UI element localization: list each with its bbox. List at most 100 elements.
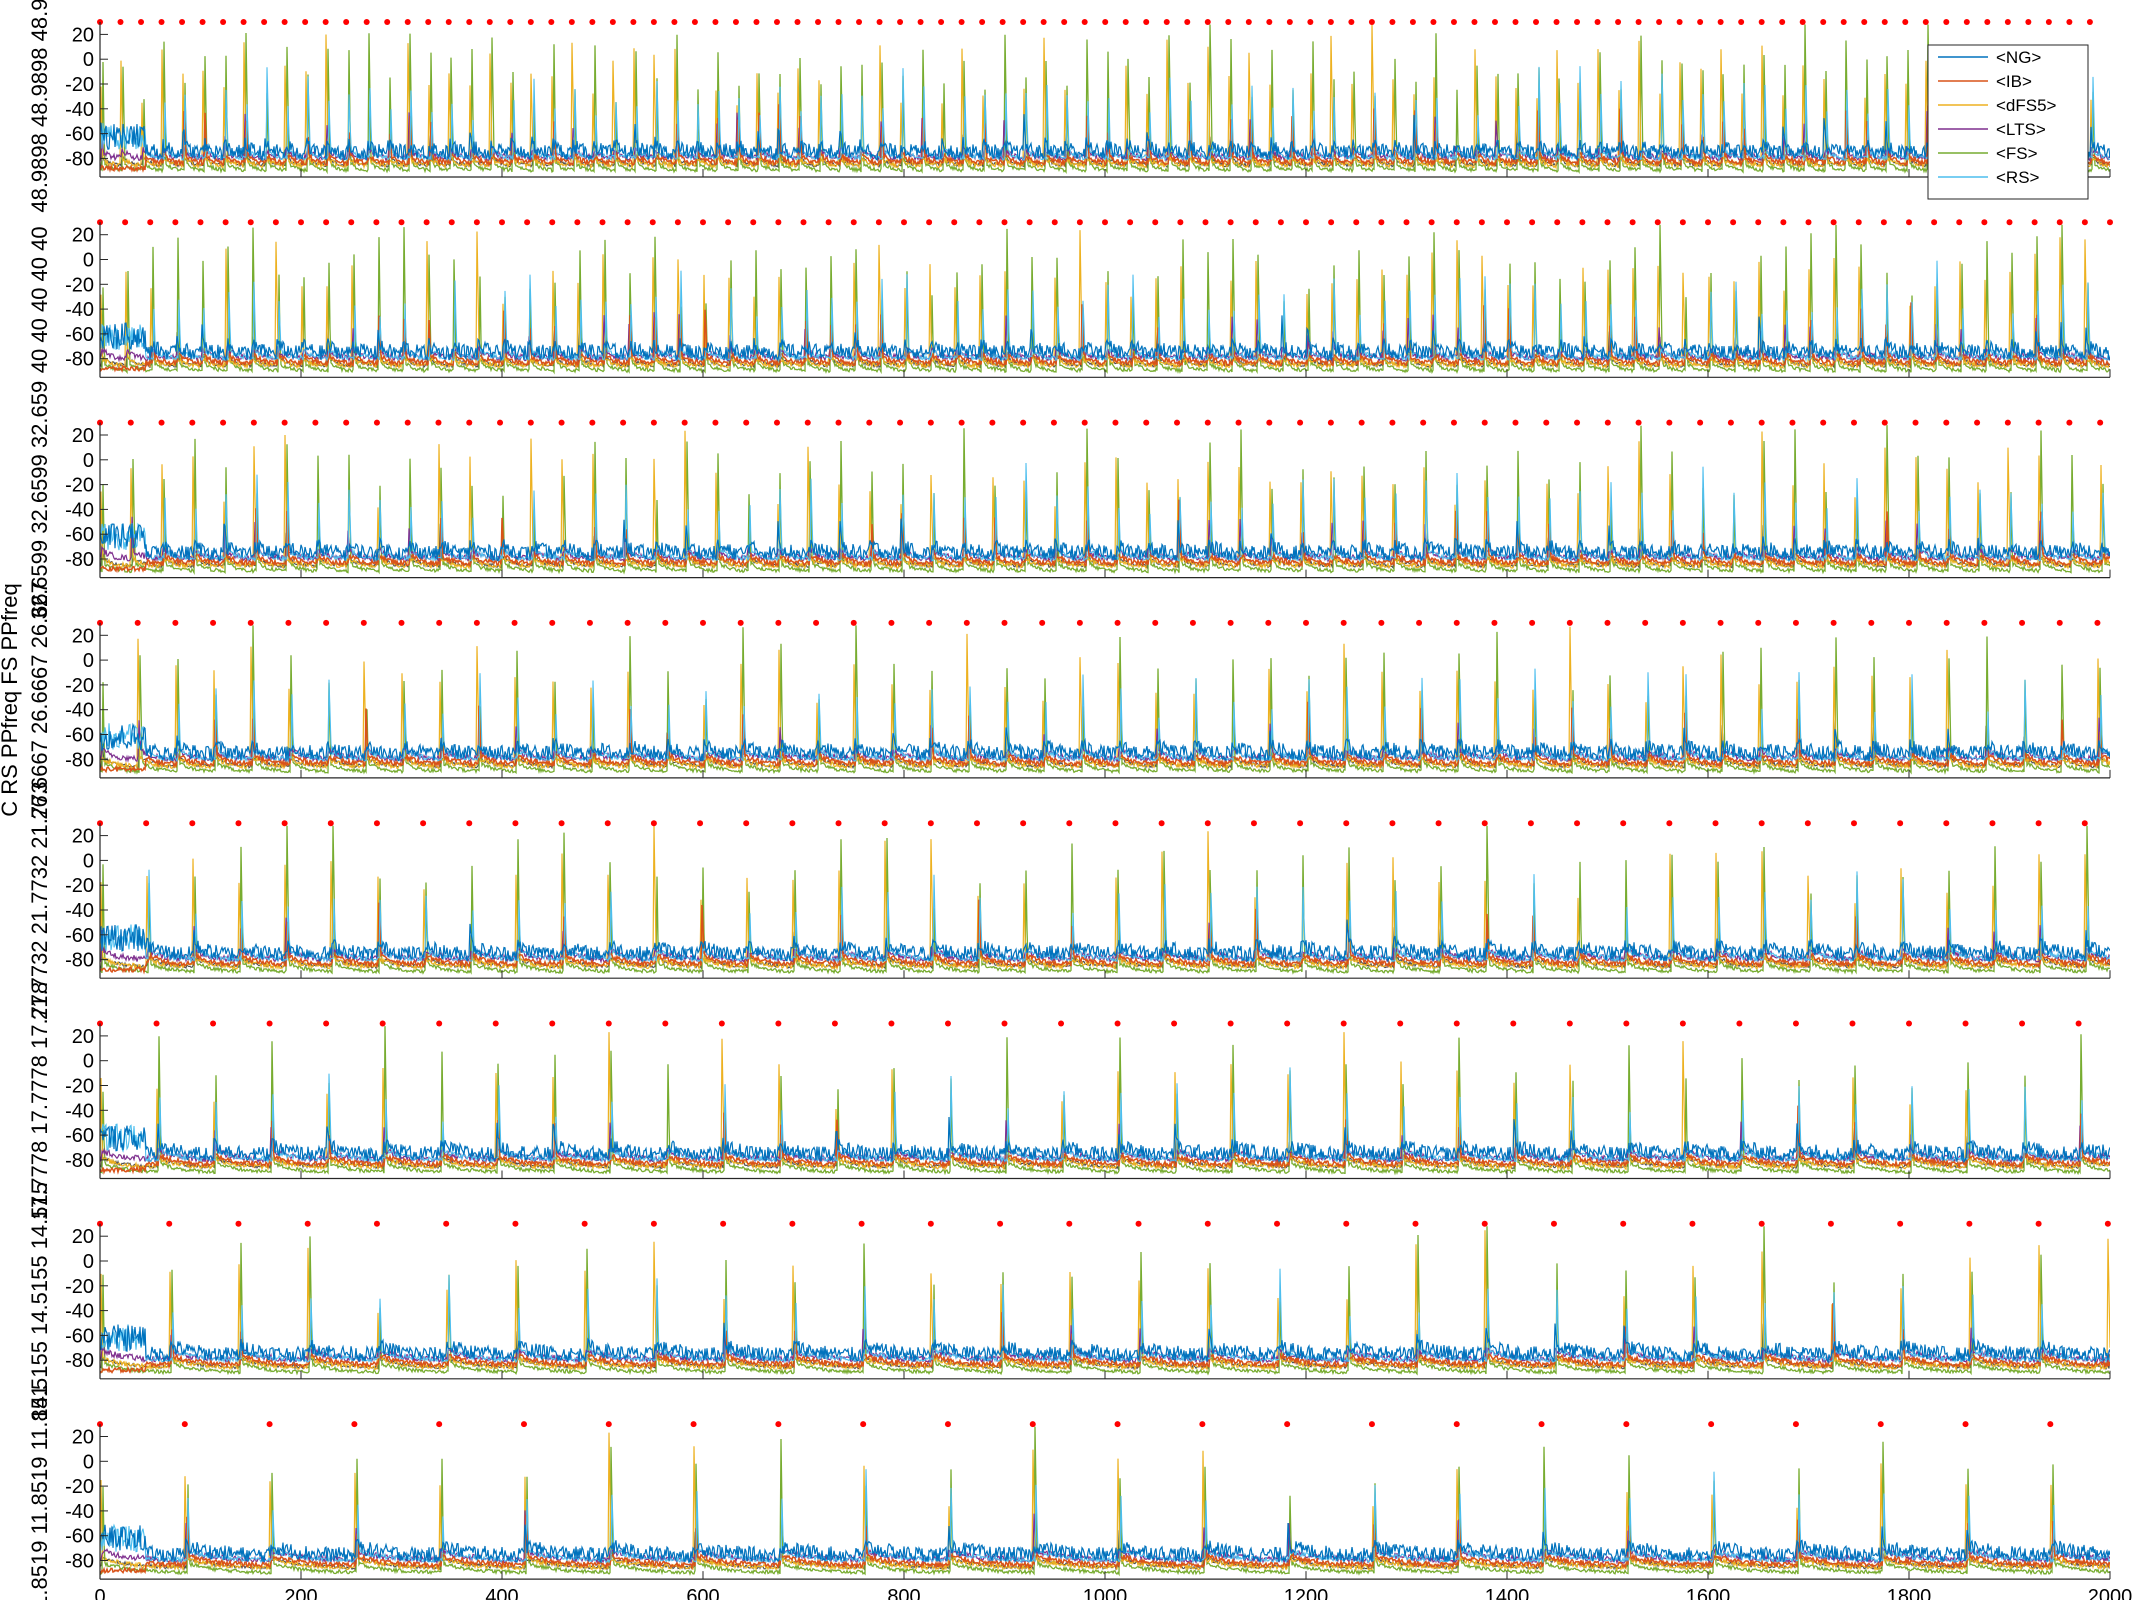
stimulus-marker (691, 19, 698, 25)
stimulus-marker (888, 619, 895, 626)
stimulus-marker (927, 1220, 934, 1227)
x-tick-label: 200 (284, 1586, 317, 1600)
stimulus-marker (1827, 1220, 1834, 1227)
stimulus-marker (436, 1421, 443, 1428)
stimulus-marker (813, 619, 820, 626)
stimulus-marker (1512, 19, 1519, 25)
y-tick-label: -20 (65, 1476, 94, 1498)
panel-traces (100, 1426, 2110, 1577)
legend-entry: <dFS5> (1996, 96, 2057, 115)
stimulus-marker (2004, 419, 2011, 426)
stimulus-marker (373, 1220, 380, 1227)
stimulus-marker (1620, 820, 1627, 827)
stimulus-marker (147, 219, 154, 226)
stimulus-marker (327, 820, 334, 827)
stimulus-marker (272, 219, 279, 226)
stimulus-marker (1102, 219, 1108, 226)
stimulus-marker (2086, 19, 2093, 25)
stimulus-marker (586, 619, 593, 626)
y-tick-label: -40 (65, 1301, 94, 1323)
trace-IB (100, 701, 2110, 774)
stimulus-marker (343, 19, 350, 25)
stimulus-marker (549, 619, 556, 626)
stimulus-marker (775, 219, 782, 226)
y-tick-label: 20 (72, 1427, 94, 1449)
stimulus-marker (1712, 820, 1719, 827)
stimulus-marker (520, 1421, 527, 1428)
stimulus-marker (1697, 419, 1704, 426)
stimulus-marker (1738, 19, 1745, 25)
stimulus-marker (743, 820, 750, 827)
trace-NG (100, 518, 2110, 563)
stimulus-marker (2066, 419, 2073, 426)
stimulus-marker (122, 219, 129, 226)
stimulus-marker (1554, 219, 1561, 226)
stimulus-marker (1061, 19, 1068, 25)
y-tick-label: -40 (65, 1100, 94, 1122)
stimulus-marker (549, 219, 556, 226)
stimulus-marker (127, 419, 134, 426)
stimulus-marker (609, 19, 616, 25)
y-tick-label: 20 (72, 1226, 94, 1248)
stimulus-marker (800, 219, 807, 226)
stimulus-marker (1235, 419, 1242, 426)
stimulus-marker (285, 619, 292, 626)
stimulus-marker (1227, 219, 1234, 226)
trace-NG (100, 919, 2110, 964)
stimulus-marker (172, 619, 179, 626)
stimulus-marker (250, 419, 257, 426)
x-tick-label: 1000 (1083, 1586, 1128, 1600)
stimulus-marker (944, 1020, 951, 1027)
legend-entry: <LTS> (1996, 120, 2046, 139)
stimulus-marker (973, 820, 980, 827)
stimulus-marker (351, 1421, 358, 1428)
stimulus-marker (1328, 219, 1335, 226)
stimulus-marker (420, 820, 427, 827)
stimulus-marker (497, 419, 504, 426)
stimulus-marker (1604, 219, 1611, 226)
stimulus-marker (527, 419, 534, 426)
y-tick-label: 0 (83, 850, 94, 872)
trace-IB (100, 302, 2110, 373)
stimulus-marker (1050, 419, 1057, 426)
stimulus-marker (866, 419, 873, 426)
stimulus-marker (1902, 19, 1909, 25)
stimulus-marker (1066, 1220, 1073, 1227)
trace-IB (100, 1302, 2110, 1374)
stimulus-marker (1635, 19, 1642, 25)
stimulus-marker (1265, 619, 1272, 626)
stimulus-marker (266, 1421, 273, 1428)
stimulus-marker (1020, 820, 1027, 827)
stimulus-marker (963, 619, 970, 626)
stimulus-marker (404, 19, 411, 25)
stimulus-marker (901, 219, 907, 226)
stimulus-marker (1001, 1020, 1008, 1027)
stimulus-marker (235, 820, 242, 827)
stimulus-marker (398, 619, 405, 626)
stimulus-marker (850, 219, 857, 226)
stimulus-marker (425, 19, 432, 25)
y-tick-label: -80 (65, 749, 94, 771)
y-tick-label: -80 (65, 1150, 94, 1172)
y-tick-label: 0 (83, 1451, 94, 1473)
stimulus-marker (220, 419, 227, 426)
stimulus-marker (1897, 820, 1904, 827)
y-tick-label: 0 (83, 250, 94, 272)
stimulus-marker (1389, 820, 1396, 827)
stimulus-marker (1623, 1020, 1630, 1027)
stimulus-marker (1227, 619, 1234, 626)
stimulus-marker (1905, 1020, 1912, 1027)
stimulus-marker (323, 1020, 330, 1027)
stimulus-marker (466, 820, 473, 827)
stimulus-marker (753, 19, 760, 25)
stimulus-marker (1529, 219, 1536, 226)
y-tick-label: -40 (65, 99, 94, 121)
stimulus-marker (1127, 219, 1134, 226)
stimulus-marker (720, 1220, 727, 1227)
y-tick-label: -40 (65, 900, 94, 922)
stimulus-marker (875, 219, 882, 226)
stimulus-marker (1428, 219, 1435, 226)
stimulus-marker (1881, 19, 1888, 25)
